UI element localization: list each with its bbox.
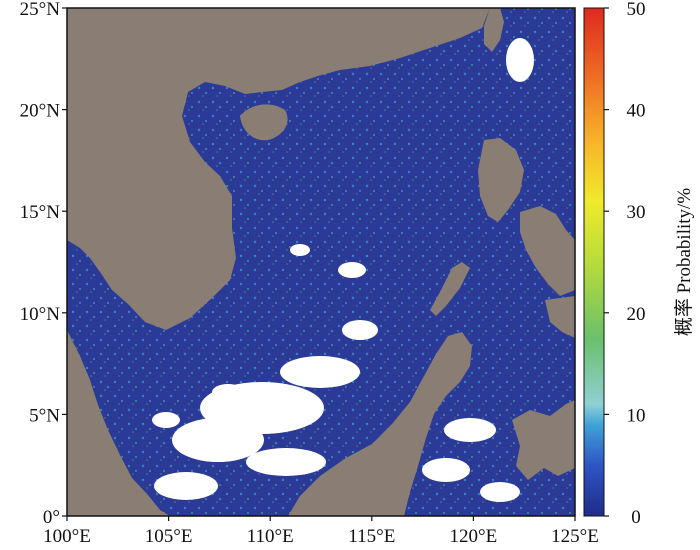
y-tick-label: 5°N [29, 405, 60, 426]
y-tick-label: 15°N [20, 202, 61, 223]
x-tick-label: 120°E [450, 526, 498, 547]
colorbar-gradient [583, 7, 605, 517]
land-sulawesi [512, 400, 575, 480]
land-mindanao [545, 296, 575, 338]
land-taiwan [484, 8, 504, 52]
colorbar-title: 概率 Probability/% [673, 188, 695, 336]
land-mainland-china [67, 8, 490, 330]
colorbar-ticks: 0 10 20 30 40 50 [604, 0, 646, 528]
y-tick-label: 10°N [20, 304, 61, 325]
x-tick-label: 105°E [145, 526, 193, 547]
land-philippine-islands [520, 206, 575, 296]
land-luzon [478, 138, 524, 222]
map-frame [66, 7, 576, 517]
land-sumatra [67, 470, 120, 516]
x-tick-label: 110°E [247, 526, 294, 547]
colorbar-tick-label: 0 [631, 507, 641, 528]
x-tick-label: 115°E [348, 526, 395, 547]
land-palawan [430, 262, 470, 316]
y-tick-label: 20°N [20, 101, 61, 122]
colorbar-tick-label: 10 [627, 405, 646, 426]
colorbar-tick-label: 40 [627, 101, 646, 122]
x-axis-ticks: 100°E 105°E 110°E 115°E 120°E 125°E [43, 516, 599, 547]
land-hainan [240, 104, 288, 141]
y-tick-label: 0° [43, 507, 60, 528]
y-tick-label: 25°N [20, 0, 61, 20]
x-tick-label: 100°E [43, 526, 91, 547]
colorbar-tick-label: 20 [627, 304, 646, 325]
land-malay-peninsula [67, 330, 170, 516]
land-borneo [288, 332, 472, 516]
map-panel [67, 8, 575, 516]
x-tick-label: 125°E [551, 526, 599, 547]
no-data-patches [152, 38, 534, 502]
colorbar-tick-label: 30 [627, 202, 646, 223]
y-axis-ticks: 0° 5°N 10°N 15°N 20°N 25°N [20, 0, 67, 528]
colorbar-tick-label: 50 [627, 0, 646, 20]
